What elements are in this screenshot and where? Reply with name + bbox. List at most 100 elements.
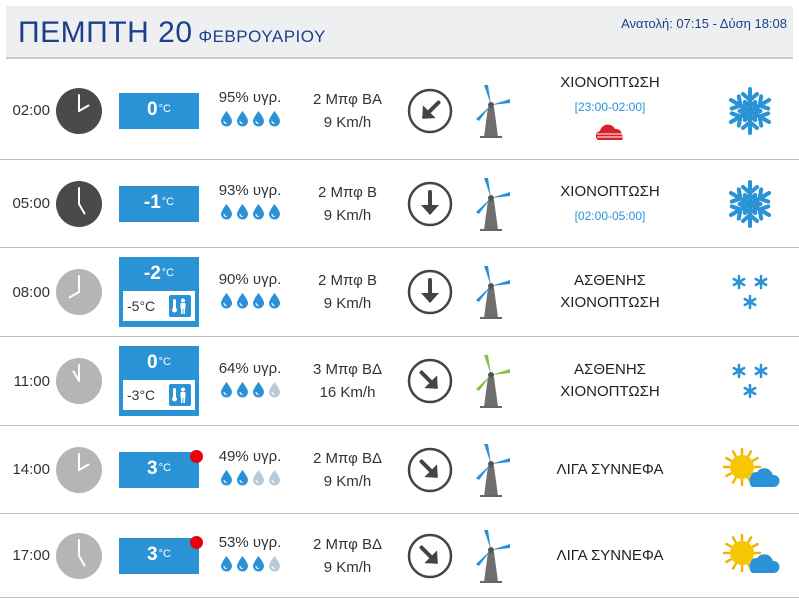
forecast-time: 08:00 (12, 283, 50, 301)
humidity-drop-icon (220, 469, 233, 491)
temperature-unit: °C (158, 461, 171, 474)
humidity-cell: 90% υγρ. (205, 248, 295, 336)
warning-dot (190, 449, 203, 463)
temperature: -1°C (144, 186, 174, 220)
humidity-drops (220, 292, 281, 314)
feels-like: -3°C (123, 380, 195, 410)
temperature-unit: °C (158, 356, 171, 368)
arrow-down-right-icon (405, 337, 455, 425)
humidity-cell: 95% υγρ. (205, 62, 295, 159)
forecast-time: 17:00 (12, 547, 50, 564)
sunrise-sunset: Ανατολή: 07:15 - Δύση 18:08 (621, 16, 787, 31)
arrow-down-icon (405, 248, 455, 336)
wind-cell: 2 Μπφ Β 9 Km/h (300, 160, 395, 247)
wind-speed: 9 Km/h (323, 295, 372, 312)
condition-line-1: ΧΙΟΝΟΠΤΩΣΗ (560, 182, 660, 200)
humidity-drops (220, 469, 281, 491)
forecast-time: 14:00 (12, 461, 50, 478)
humidity-drop-icon (268, 292, 281, 314)
temperature-value: -2 (143, 263, 161, 284)
temperature: 3°C (147, 452, 171, 486)
forecast-time: 11:00 (13, 372, 50, 390)
wind-cell: 2 Μπφ ΒΑ 9 Km/h (300, 62, 395, 159)
temperature-value: 0 (147, 352, 158, 373)
temperature-unit: °C (158, 102, 171, 115)
humidity-drop-icon (236, 292, 249, 314)
forecast-row: 08:00 -2°C -5°C 90% υγρ. 2 Μπφ Β 9 Km/h … (0, 248, 799, 337)
humidity-drop-icon (220, 555, 233, 577)
temperature-value: 3 (147, 457, 158, 479)
wind-cell: 2 Μπφ ΒΔ 9 Km/h (300, 514, 395, 597)
humidity-drop-icon (220, 381, 233, 403)
clock-icon (54, 248, 104, 336)
wind-beaufort: 2 Μπφ Β (317, 183, 378, 201)
humidity-drop-icon (268, 203, 281, 225)
person-thermometer-icon (169, 295, 191, 317)
wind-turbine-icon (466, 514, 516, 597)
wind-turbine-icon (466, 62, 516, 159)
humidity-drop-icon (236, 555, 249, 577)
humidity-value: 49% υγρ. (218, 448, 282, 465)
clock-icon (54, 160, 104, 247)
humidity-value: 64% υγρ. (218, 359, 282, 377)
light-snow-icon (715, 337, 785, 425)
wind-beaufort: 2 Μπφ ΒΔ (312, 449, 383, 467)
humidity-value: 93% υγρ. (218, 182, 282, 199)
snowflake-icon (715, 62, 785, 159)
feels-like-value: -5°C (127, 298, 156, 314)
snow-cloud-red-icon (593, 124, 627, 149)
forecast-time: 05:00 (12, 195, 50, 212)
wind-speed: 9 Km/h (323, 472, 372, 490)
temperature-cell: 3°C (119, 514, 203, 597)
page-title: ΠΕΜΠΤΗ 20 ΦΕΒΡΟΥΑΡΙΟΥ (18, 16, 326, 50)
wind-cell: 3 Μπφ ΒΔ 16 Km/h (300, 337, 395, 425)
wind-turbine-icon (466, 160, 516, 247)
condition-cell: ΑΣΘΕΝΗΣ ΧΙΟΝΟΠΤΩΣΗ (535, 337, 685, 425)
humidity-drop-icon (220, 110, 233, 132)
wind-turbine-icon (466, 426, 516, 513)
wind-turbine-icon (466, 337, 516, 425)
condition-cell: ΛΙΓΑ ΣΥΝΝΕΦΑ (535, 426, 685, 513)
temperature-box: 3°C (119, 449, 203, 488)
forecast-row: 17:00 3°C 53% υγρ. 2 Μπφ ΒΔ 9 Km/h ΛΙΓΑ … (0, 514, 799, 598)
arrow-down-left-icon (405, 62, 455, 159)
feels-like-value: -3°C (127, 387, 156, 403)
condition-line-1: ΑΣΘΕΝΗΣ (574, 361, 646, 378)
humidity-drops (220, 203, 281, 225)
condition-line-2: ΧΙΟΝΟΠΤΩΣΗ (560, 383, 660, 400)
humidity-cell: 93% υγρ. (205, 160, 295, 247)
temperature-cell: 0°C (119, 62, 199, 159)
snowflake-icon (715, 160, 785, 247)
humidity-cell: 49% υγρ. (205, 426, 295, 513)
condition-cell: ΧΙΟΝΟΠΤΩΣΗ [23:00-02:00] (535, 62, 685, 159)
clock-icon (54, 426, 104, 513)
forecast-time: 02:00 (12, 102, 50, 119)
condition-cell: ΛΙΓΑ ΣΥΝΝΕΦΑ (535, 514, 685, 597)
sun-cloud-icon (715, 426, 785, 513)
warning-dot (190, 535, 203, 549)
humidity-drop-icon (268, 381, 281, 403)
humidity-cell: 53% υγρ. (205, 514, 295, 597)
condition-cell: ΑΣΘΕΝΗΣ ΧΙΟΝΟΠΤΩΣΗ (535, 248, 685, 336)
forecast-row: 02:00 0°C 95% υγρ. 2 Μπφ ΒΑ 9 Km/h ΧΙΟΝΟ… (0, 62, 799, 160)
humidity-drop-icon (236, 203, 249, 225)
forecast-row: 05:00 -1°C 93% υγρ. 2 Μπφ Β 9 Km/h ΧΙΟΝΟ… (0, 160, 799, 248)
temperature-cell: 3°C (119, 426, 203, 513)
wind-speed: 16 Km/h (319, 384, 376, 401)
wind-beaufort: 2 Μπφ ΒΑ (312, 90, 383, 108)
temperature-value: -1 (143, 191, 161, 213)
temperature-unit: °C (161, 195, 175, 208)
humidity-drop-icon (252, 203, 265, 225)
light-snow-icon (715, 248, 785, 336)
temperature-cell: -2°C -5°C (119, 248, 199, 336)
humidity-value: 53% υγρ. (218, 534, 282, 551)
temperature-box: 3°C (119, 535, 203, 574)
arrow-down-right-icon (405, 426, 455, 513)
temperature: 0°C (147, 346, 171, 380)
temperature-unit: °C (158, 547, 171, 560)
wind-turbine-icon (466, 248, 516, 336)
temperature-value: 0 (147, 98, 158, 120)
wind-speed: 9 Km/h (323, 113, 372, 131)
sun-cloud-icon (715, 514, 785, 597)
wind-beaufort: 2 Μπφ Β (317, 272, 378, 289)
